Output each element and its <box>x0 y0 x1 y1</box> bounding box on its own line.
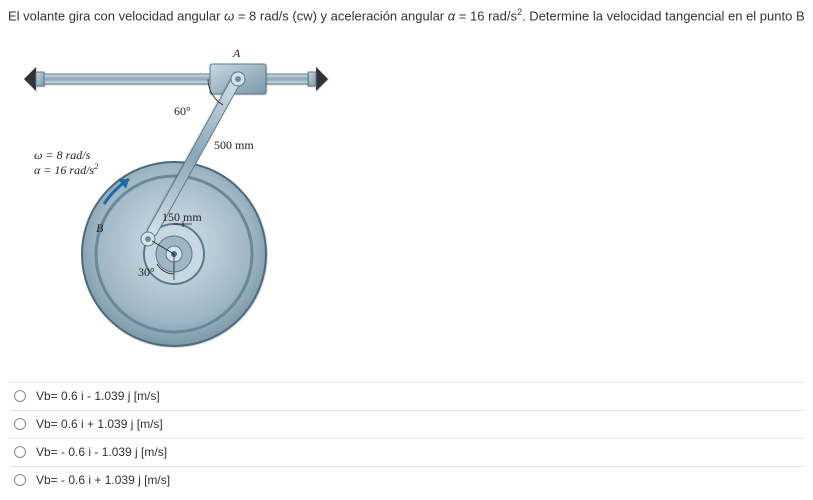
q-eq2: = <box>455 8 470 23</box>
option-2[interactable]: Vb= 0.6 i + 1.039 j [m/s] <box>10 410 805 438</box>
label-alpha-exp: 2 <box>94 162 98 171</box>
option-3-label: Vb= - 0.6 i - 1.039 j [m/s] <box>36 445 167 459</box>
label-a: A <box>233 46 240 61</box>
radio-icon[interactable] <box>14 418 26 430</box>
label-60deg: 60° <box>174 104 191 119</box>
label-b: B <box>96 221 103 236</box>
option-3[interactable]: Vb= - 0.6 i - 1.039 j [m/s] <box>10 438 805 466</box>
option-4-label: Vb= - 0.6 i + 1.039 j [m/s] <box>36 473 170 487</box>
q-omega-val: 8 rad/s (cw) y aceleración angular <box>249 8 448 23</box>
q-eq1: = <box>234 8 249 23</box>
label-500mm: 500 mm <box>214 138 254 153</box>
option-1-label: Vb= 0.6 i - 1.039 j [m/s] <box>36 389 160 403</box>
q-suffix: . Determine la velocidad tangencial en e… <box>522 8 805 23</box>
question-text: El volante gira con velocidad angular ω … <box>8 6 805 26</box>
q-prefix: El volante gira con velocidad angular <box>8 8 224 23</box>
q-omega-sym: ω <box>224 8 234 23</box>
label-30deg: 30° <box>138 265 155 280</box>
label-150mm: 150 mm <box>162 210 202 225</box>
label-alpha: α = 16 rad/s2 <box>34 162 98 178</box>
figure-svg <box>14 44 334 354</box>
label-omega: ω = 8 rad/s <box>34 148 90 163</box>
option-4[interactable]: Vb= - 0.6 i + 1.039 j [m/s] <box>10 466 805 494</box>
q-alpha-val: 16 rad/s <box>470 8 517 23</box>
radio-icon[interactable] <box>14 390 26 402</box>
mechanism-figure: A 60° 500 mm ω = 8 rad/s α = 16 rad/s2 B… <box>14 44 334 354</box>
option-2-label: Vb= 0.6 i + 1.039 j [m/s] <box>36 417 163 431</box>
label-alpha-pre: α = 16 rad/s <box>34 163 94 177</box>
option-1[interactable]: Vb= 0.6 i - 1.039 j [m/s] <box>10 382 805 410</box>
radio-icon[interactable] <box>14 474 26 486</box>
answer-options: Vb= 0.6 i - 1.039 j [m/s] Vb= 0.6 i + 1.… <box>10 382 805 494</box>
radio-icon[interactable] <box>14 446 26 458</box>
